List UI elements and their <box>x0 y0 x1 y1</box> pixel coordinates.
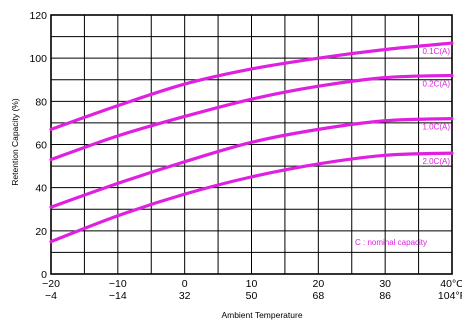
x-tick-label-fahrenheit: 86 <box>379 290 391 302</box>
x-tick-label-fahrenheit: 104°F <box>438 290 462 302</box>
x-tick-label-celsius: 10 <box>246 278 258 290</box>
series-label-3: 1.0C(A) <box>422 123 450 132</box>
x-tick-label-celsius: −20 <box>42 278 60 290</box>
y-tick-label: 20 <box>35 226 47 238</box>
series-line-3 <box>49 117 454 209</box>
y-tick-label: 60 <box>35 140 47 152</box>
grid <box>50 14 453 275</box>
series-label-4: 2.0C(A) <box>422 157 450 166</box>
x-tick-label-fahrenheit: −14 <box>109 290 127 302</box>
y-axis-title: Retention Capacity (%) <box>10 98 20 186</box>
series-label-2: 0.2C(A) <box>422 79 450 88</box>
series-line-2 <box>49 73 454 162</box>
y-tick-label: 80 <box>35 96 47 108</box>
series-label-1: 0.1C(A) <box>422 47 450 56</box>
x-tick-label-celsius: 40°C <box>440 278 462 290</box>
x-tick-label-fahrenheit: 68 <box>312 290 324 302</box>
x-tick-label-celsius: 0 <box>182 278 188 290</box>
x-tick-label-fahrenheit: 32 <box>179 290 191 302</box>
plot-frame <box>50 14 453 275</box>
x-tick-label-fahrenheit: 50 <box>246 290 258 302</box>
annotation-nominal-capacity: C : nominal capacity <box>355 238 427 247</box>
tick-labels: 0 20 40 60 80 100 120 −20 −10 0 10 20 30 40°C −4 −14 32 5… <box>29 10 462 302</box>
x-tick-label-celsius: −10 <box>109 278 127 290</box>
y-tick-label: 0 <box>41 269 47 281</box>
x-tick-label-celsius: 30 <box>379 278 391 290</box>
series-line-4 <box>49 151 454 244</box>
y-tick-label: 100 <box>29 53 47 65</box>
x-tick-label-fahrenheit: −4 <box>45 290 57 302</box>
y-tick-label: 120 <box>29 10 47 22</box>
x-axis-title: Ambient Temperature <box>221 310 302 320</box>
series-line-1 <box>49 41 454 131</box>
series-layer: 0.1C(A) 0.2C(A) 1.0C(A) 2.0C(A) <box>49 41 454 244</box>
y-tick-label: 40 <box>35 183 47 195</box>
x-tick-label-celsius: 20 <box>312 278 324 290</box>
